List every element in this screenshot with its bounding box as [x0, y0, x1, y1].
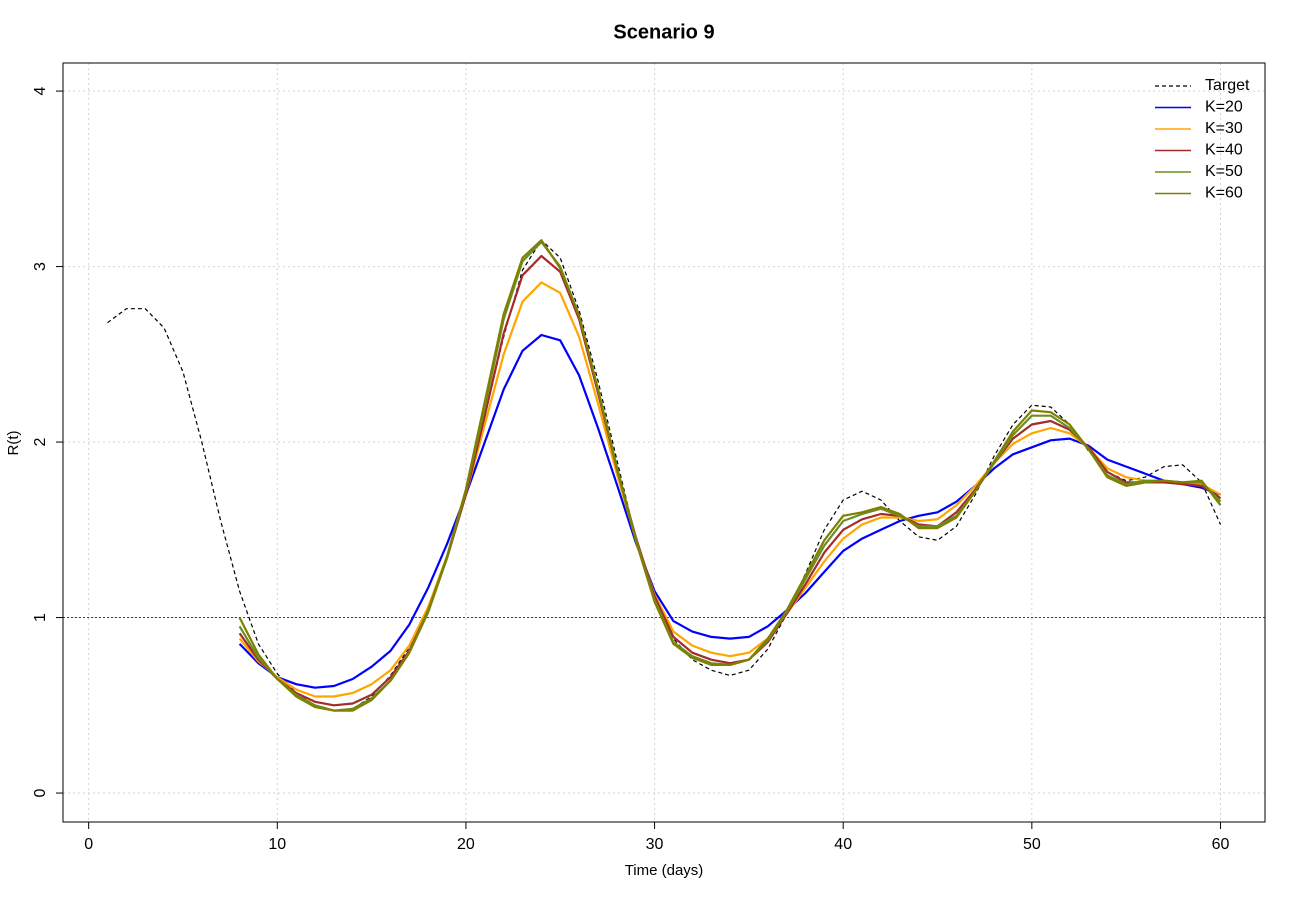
x-tick-label: 20	[457, 836, 475, 853]
y-tick-label: 3	[32, 262, 49, 271]
series-line	[238, 281, 1222, 698]
chart-title: Scenario 9	[613, 21, 714, 43]
plot-frame	[62, 62, 1266, 823]
series-line	[238, 239, 1222, 712]
x-tick-label: 50	[1023, 836, 1041, 853]
legend-label: K=60	[1205, 185, 1243, 202]
y-tick-label: 1	[32, 613, 49, 622]
legend-label: K=20	[1205, 99, 1243, 116]
x-tick-label: 10	[268, 836, 286, 853]
y-axis-label: R(t)	[5, 431, 22, 456]
series-line	[238, 254, 1222, 707]
x-axis-label: Time (days)	[625, 862, 704, 879]
legend-label: Target	[1205, 77, 1250, 94]
x-tick-label: 60	[1212, 836, 1230, 853]
legend-label: K=30	[1205, 120, 1243, 137]
y-tick-label: 0	[32, 788, 49, 797]
x-tick-label: 40	[834, 836, 852, 853]
y-tick-label: 4	[32, 87, 49, 96]
legend-label: K=50	[1205, 163, 1243, 180]
series-line	[238, 333, 1221, 689]
x-tick-label: 0	[84, 836, 93, 853]
legend-label: K=40	[1205, 142, 1243, 159]
x-tick-label: 30	[646, 836, 664, 853]
y-tick-label: 2	[32, 438, 49, 447]
